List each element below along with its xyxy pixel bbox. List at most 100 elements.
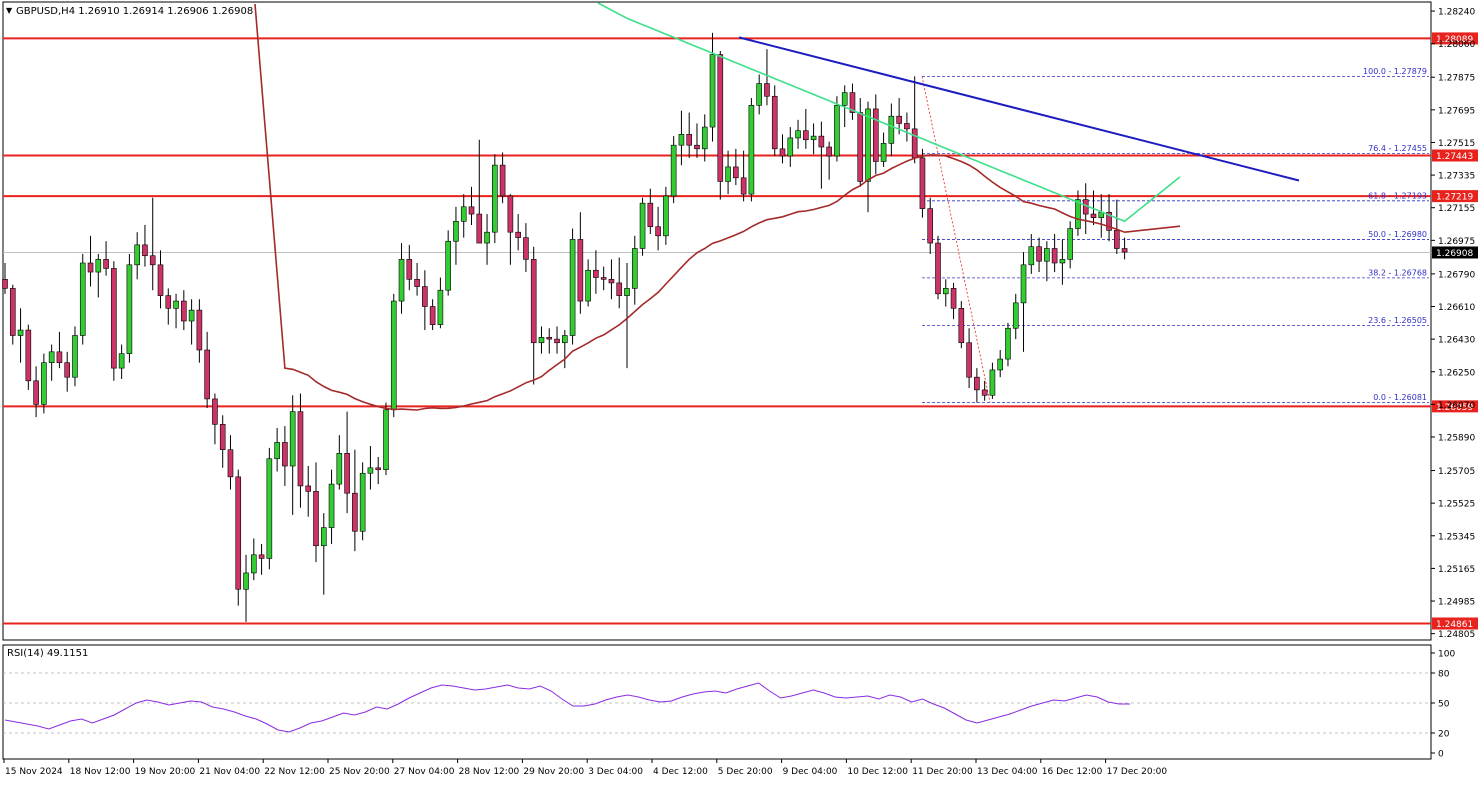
- bear-candle-body: [966, 342, 972, 378]
- time-tick-label: 10 Dec 12:00: [847, 767, 908, 777]
- candle: [725, 150, 731, 195]
- time-tick-label: 21 Nov 04:00: [199, 767, 260, 777]
- bull-candle-body: [118, 353, 125, 369]
- candle: [336, 435, 343, 490]
- fib-level-label: 50.0 - 1.26980: [1368, 230, 1427, 239]
- candle: [33, 366, 39, 418]
- main-plot-frame: [2, 1, 1432, 641]
- bear-candle-body: [530, 259, 537, 344]
- candle: [523, 223, 529, 273]
- bear-candle-body: [2, 279, 8, 289]
- bear-candle-body: [282, 442, 288, 467]
- price-axis: 1.28240 1.28060 1.27875 1.27695 1.27515 1.273…: [1431, 8, 1475, 640]
- bull-candle-body: [888, 115, 895, 144]
- bull-candle-body: [336, 453, 343, 485]
- bear-candle-body: [204, 349, 210, 400]
- bear-candle-body: [764, 83, 770, 97]
- bear-candle-body: [227, 449, 234, 478]
- bear-candle-body: [803, 130, 809, 141]
- bull-candle-body: [678, 134, 685, 146]
- bear-candle-body: [219, 424, 226, 450]
- candle: [733, 148, 739, 186]
- candle: [1051, 234, 1058, 273]
- candle: [72, 326, 78, 387]
- time-tick-label: 4 Dec 12:00: [653, 767, 708, 777]
- bull-candle-body: [663, 195, 669, 237]
- bull-candle-body: [1005, 327, 1011, 360]
- current-price-label: 1.26908: [1436, 249, 1473, 259]
- bear-candle-body: [33, 380, 39, 405]
- candle: [126, 253, 133, 363]
- price-tick-label: 1.26250: [1438, 368, 1475, 378]
- candle: [507, 194, 514, 265]
- bear-candle-body: [577, 239, 584, 302]
- candle: [1121, 237, 1128, 260]
- price-tick-label: 1.26790: [1438, 270, 1475, 280]
- price-tick-label: 1.27515: [1438, 139, 1475, 149]
- candle: [981, 380, 988, 401]
- candle: [367, 446, 374, 490]
- bull-candle-body: [1059, 259, 1066, 264]
- bear-candle-body: [1051, 248, 1058, 264]
- bull-candle-body: [670, 144, 677, 197]
- candle: [1059, 239, 1066, 285]
- time-tick-label: 27 Nov 04:00: [394, 767, 455, 777]
- candle: [1005, 322, 1011, 367]
- candle: [554, 326, 560, 354]
- time-tick-label: 18 Nov 12:00: [70, 767, 131, 777]
- time-axis: 15 Nov 2024 18 Nov 12:00 19 Nov 20:00 21 No…: [3, 759, 1167, 777]
- candle: [95, 253, 102, 298]
- chart-title-icon: ▼: [6, 6, 13, 15]
- candle: [1044, 241, 1050, 282]
- bull-candle-body: [624, 288, 630, 296]
- fib-level-label: 76.4 - 1.27455: [1368, 144, 1427, 153]
- candle: [748, 98, 755, 202]
- time-tick-label: 13 Dec 04:00: [977, 767, 1038, 777]
- bear-candle-body: [375, 467, 382, 470]
- candle: [344, 411, 350, 514]
- candle: [647, 188, 654, 234]
- bull-candle-body: [748, 105, 755, 195]
- bull-candle-body: [880, 143, 887, 162]
- candle: [694, 123, 700, 158]
- fibonacci-levels: 100.0 - 1.27879 76.4 - 1.27455 61.8 - 1.27…: [921, 67, 1429, 403]
- current-price-tag: [1432, 246, 1478, 259]
- bull-candle-body: [72, 335, 78, 378]
- time-tick-label: 9 Dec 04:00: [783, 767, 838, 777]
- price-tick-label: 1.26975: [1438, 237, 1475, 247]
- bear-candle-body: [352, 492, 358, 532]
- candle: [717, 50, 724, 200]
- bull-candle-body: [173, 300, 179, 309]
- bear-candle-body: [608, 279, 615, 284]
- horizontal-levels: 1.28089 1.27443 1.27219 1.26059 1.24861 1.269…: [3, 32, 1478, 630]
- price-tick-label: 1.27155: [1438, 204, 1475, 214]
- bear-candle-body: [974, 376, 980, 391]
- bull-candle-body: [289, 411, 296, 467]
- candle: [142, 224, 148, 267]
- bull-candle-body: [725, 166, 731, 182]
- candle: [398, 243, 405, 314]
- bear-candle-body: [9, 288, 16, 336]
- bear-candle-body: [165, 295, 172, 309]
- bear-candle-body: [157, 264, 164, 296]
- bull-candle-body: [359, 472, 366, 532]
- candle: [631, 235, 638, 305]
- bull-candle-body: [453, 221, 459, 242]
- bull-candle-body: [126, 264, 133, 354]
- candle: [1036, 237, 1042, 273]
- bear-candle-body: [212, 398, 218, 425]
- bear-candle-body: [600, 277, 607, 280]
- bear-candle-body: [818, 135, 825, 148]
- level-price-tag: [1432, 190, 1478, 203]
- price-tick-label: 1.26070: [1438, 401, 1475, 411]
- level-price-label: 1.24861: [1436, 620, 1473, 630]
- bear-candle-body: [181, 300, 187, 322]
- bear-candle-body: [1106, 211, 1112, 231]
- candle: [764, 49, 770, 106]
- candle: [974, 368, 980, 403]
- candle: [771, 85, 778, 157]
- bear-candle-body: [616, 282, 623, 296]
- level-price-tag: [1432, 617, 1478, 630]
- bull-candle-body: [538, 337, 545, 344]
